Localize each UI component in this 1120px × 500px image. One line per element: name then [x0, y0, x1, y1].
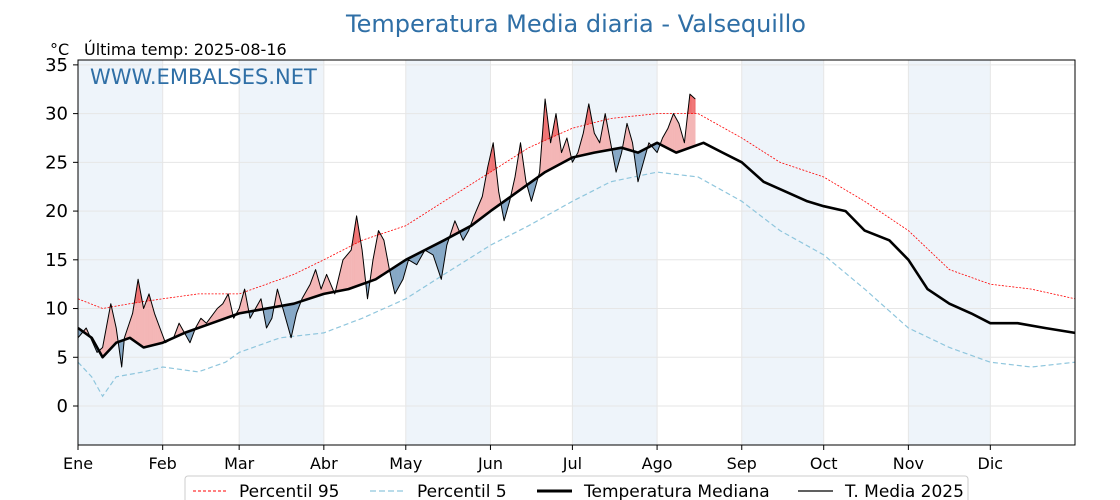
fill-above-median — [218, 305, 221, 322]
fill-above-median — [345, 254, 348, 290]
fill-above-median — [674, 115, 677, 153]
legend-p5-label: Percentil 5 — [417, 482, 507, 500]
month-band — [908, 60, 991, 445]
fill-above-median — [147, 293, 150, 347]
fill-above-median — [150, 298, 152, 347]
x-tick-label: Oct — [810, 454, 838, 473]
plot-frame — [77, 59, 1076, 446]
fill-above-median — [670, 117, 673, 151]
fill-above-median — [146, 297, 148, 348]
fill-above-median — [151, 303, 154, 346]
unit-label: °C — [50, 40, 69, 59]
fill-above-median — [342, 257, 345, 291]
fill-above-median — [382, 237, 385, 276]
legend-p95-label: Percentil 95 — [239, 482, 339, 500]
fill-above-median — [677, 120, 680, 153]
legend: Percentil 95 Percentil 5 Temperatura Med… — [184, 475, 969, 500]
x-tick-label: Jul — [562, 454, 582, 473]
fill-below-median — [400, 262, 402, 285]
y-tick-label: 10 — [45, 299, 68, 320]
fill-above-median — [348, 251, 350, 290]
fill-above-median — [676, 117, 678, 153]
fill-below-median — [394, 265, 397, 295]
legend-box — [184, 475, 969, 500]
fill-above-median — [225, 295, 228, 319]
month-band — [239, 60, 324, 445]
y-tick-label: 30 — [45, 104, 68, 125]
fill-above-median — [221, 303, 223, 321]
y-tick-label: 0 — [57, 396, 68, 417]
fill-below-median — [397, 263, 400, 290]
fill-below-median — [396, 264, 398, 293]
month-band — [78, 60, 163, 445]
x-tick-label: May — [389, 454, 422, 473]
fill-above-median — [226, 293, 229, 319]
fill-above-median — [217, 306, 219, 322]
fill-above-median — [148, 293, 151, 347]
last-temp-label: Última temp: 2025-08-16 — [84, 40, 287, 59]
y-tick-label: 20 — [45, 201, 68, 222]
fill-above-median — [154, 313, 157, 346]
fill-above-median — [344, 256, 346, 291]
fill-above-median — [378, 229, 381, 278]
fill-above-p95 — [692, 96, 695, 114]
y-tick-label: 35 — [45, 55, 68, 76]
y-tick-label: 25 — [45, 152, 68, 173]
y-tick-label: 5 — [57, 347, 68, 368]
series-current-line — [77, 93, 696, 368]
x-tick-label: Dic — [978, 454, 1004, 473]
x-tick-label: Mar — [224, 454, 255, 473]
fill-above-median — [219, 304, 222, 321]
watermark: WWW.EMBALSES.NET — [90, 65, 317, 89]
x-tick-label: Nov — [893, 454, 924, 473]
chart-title: Temperatura Media diaria - Valsequillo — [345, 10, 806, 38]
fill-above-median — [671, 113, 674, 152]
fill-above-median — [673, 112, 676, 153]
x-tick-label: Ago — [642, 454, 673, 473]
x-tick-label: Abr — [310, 454, 338, 473]
legend-current-label: T. Media 2025 — [844, 482, 964, 500]
fill-above-median — [379, 232, 382, 278]
fill-above-p95 — [691, 94, 693, 114]
fill-above-median — [349, 249, 352, 289]
month-band — [741, 60, 824, 445]
fill-above-median — [143, 304, 146, 348]
fill-above-median — [346, 252, 349, 290]
fill-above-median — [380, 234, 383, 277]
series-p95-line — [77, 113, 1076, 309]
series-median-line — [77, 141, 1076, 359]
x-tick-label: Jun — [477, 454, 503, 473]
fill-above-median — [144, 301, 147, 348]
y-tick-label: 15 — [45, 250, 68, 271]
fill-above-p95 — [693, 97, 696, 114]
fill-below-median — [439, 241, 442, 280]
x-tick-label: Feb — [149, 454, 177, 473]
fill-below-median — [398, 262, 401, 288]
plot-area: 0 5 10 15 20 25 30 35 Ene Feb Mar Abr May Jun Jul Ago Se… — [45, 55, 1076, 473]
legend-median-label: Temperatura Mediana — [583, 482, 770, 500]
series-p5-line — [77, 171, 1076, 398]
x-tick-label: Ene — [63, 454, 93, 473]
x-tick-label: Sep — [727, 454, 757, 473]
